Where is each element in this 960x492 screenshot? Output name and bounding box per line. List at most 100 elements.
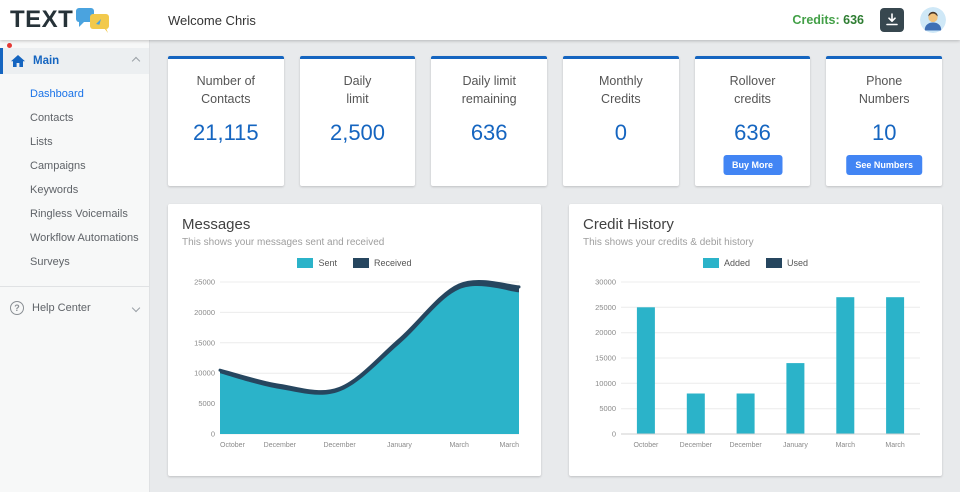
legend-swatch-received: [352, 258, 369, 268]
sidebar-item-keywords[interactable]: Keywords: [30, 184, 79, 196]
stat-title: Phone Numbers: [858, 74, 910, 106]
svg-text:March: March: [449, 442, 469, 449]
stat-value: 10: [871, 120, 897, 145]
svg-text:March: March: [500, 442, 520, 449]
logo-text: TEXT: [10, 6, 74, 33]
messages-legend: Sent Received: [182, 258, 527, 268]
download-icon[interactable]: [880, 8, 904, 32]
credit-history-legend: Added Used: [583, 258, 928, 268]
svg-text:December: December: [680, 442, 713, 449]
messages-panel: Messages This shows your messages sent a…: [168, 204, 541, 476]
sidebar-item-ringless-voicemails[interactable]: Ringless Voicemails: [30, 208, 128, 220]
svg-text:10000: 10000: [194, 369, 215, 378]
stat-value: 636: [734, 120, 771, 145]
svg-text:0: 0: [211, 430, 215, 439]
legend-swatch-added: [702, 258, 719, 268]
legend-swatch-sent: [297, 258, 314, 268]
sidebar: Main Dashboard Contacts Lists Campaigns …: [0, 40, 150, 492]
panels-row: Messages This shows your messages sent a…: [168, 204, 942, 476]
credits-value: 636: [843, 13, 864, 27]
panel-title: Messages: [182, 216, 251, 233]
stat-title: Daily limit remaining: [461, 74, 517, 106]
panel-subtitle: This shows your messages sent and receiv…: [182, 237, 385, 248]
svg-text:5000: 5000: [599, 404, 616, 413]
sidebar-main-label: Main: [33, 55, 60, 67]
svg-text:20000: 20000: [194, 308, 215, 317]
sidebar-divider: [0, 286, 149, 287]
home-icon: [11, 55, 25, 67]
svg-text:December: December: [323, 442, 356, 449]
legend-item-added: Added: [702, 258, 750, 268]
svg-text:25000: 25000: [595, 303, 616, 312]
stat-title: Daily limit: [343, 74, 372, 106]
legend-item-sent: Sent: [297, 258, 337, 268]
svg-text:20000: 20000: [595, 328, 616, 337]
chevron-down-icon: [131, 303, 141, 313]
legend-label: Added: [723, 258, 750, 268]
svg-text:15000: 15000: [194, 338, 215, 347]
stat-value: 2,500: [329, 120, 386, 145]
stat-card-monthly-credits: Monthly Credits 0: [563, 56, 679, 186]
help-center-label: Help Center: [32, 302, 91, 314]
svg-text:25000: 25000: [194, 278, 215, 287]
stat-value: 0: [614, 120, 627, 145]
stat-card-rollover-credits: Rollover credits 636 Buy More: [694, 56, 811, 186]
legend-label: Received: [373, 258, 412, 268]
legend-item-received: Received: [352, 258, 412, 268]
credit-history-panel: Credit History This shows your credits &…: [569, 204, 942, 476]
svg-text:5000: 5000: [198, 399, 215, 408]
welcome-text: Welcome Chris: [168, 12, 256, 28]
svg-text:15000: 15000: [595, 354, 616, 363]
panel-title: Credit History: [583, 216, 674, 233]
credits-label: Credits:: [792, 13, 840, 27]
svg-text:30000: 30000: [595, 278, 616, 287]
svg-text:10000: 10000: [595, 379, 616, 388]
stat-title: Monthly Credits: [598, 74, 643, 106]
see-numbers-button[interactable]: See Numbers: [846, 155, 922, 175]
panel-subtitle: This shows your credits & debit history: [583, 237, 754, 248]
legend-swatch-used: [766, 258, 782, 268]
notification-dot: [7, 43, 12, 48]
topbar-right: Credits: 636: [792, 7, 960, 33]
main-content: Number of Contacts 21,115 Daily limit 2,…: [150, 40, 960, 492]
stat-value: 636: [470, 120, 508, 145]
sidebar-section-help[interactable]: ? Help Center: [0, 295, 149, 321]
stats-row: Number of Contacts 21,115 Daily limit 2,…: [168, 56, 943, 186]
sidebar-item-surveys[interactable]: Surveys: [30, 256, 70, 268]
chevron-up-icon: [131, 56, 141, 66]
topbar: TEXT Welcome Chris Credits: 636: [0, 0, 960, 40]
svg-text:December: December: [729, 442, 762, 449]
svg-text:0: 0: [612, 430, 616, 439]
credit-history-chart: 0 5000 10000 15000 20000 25000 30000 October Dec…: [583, 274, 928, 459]
sidebar-item-workflow-automations[interactable]: Workflow Automations: [30, 232, 139, 244]
svg-text:December: December: [264, 442, 297, 449]
sidebar-item-dashboard[interactable]: Dashboard: [30, 88, 84, 100]
stat-card-phone-numbers: Phone Numbers 10 See Numbers: [826, 56, 943, 186]
sidebar-nav: Dashboard Contacts Lists Campaigns Keywo…: [0, 74, 149, 278]
legend-item-used: Used: [766, 258, 808, 268]
stat-card-daily-limit: Daily limit 2,500: [299, 56, 416, 186]
logo[interactable]: TEXT: [0, 6, 150, 34]
sidebar-item-contacts[interactable]: Contacts: [30, 112, 74, 124]
help-icon: ?: [10, 301, 24, 315]
legend-label: Sent: [318, 258, 337, 268]
avatar[interactable]: [920, 7, 946, 33]
stat-card-daily-limit-remaining: Daily limit remaining 636: [431, 56, 548, 186]
sidebar-section-main[interactable]: Main: [0, 48, 149, 74]
stat-title: Rollover credits: [729, 74, 776, 106]
stat-value: 21,115: [193, 120, 259, 145]
chat-bubbles-icon: [75, 6, 111, 34]
stat-title: Number of Contacts: [196, 74, 256, 106]
svg-text:October: October: [633, 442, 659, 449]
buy-more-button[interactable]: Buy More: [723, 155, 783, 175]
svg-text:October: October: [220, 442, 246, 449]
svg-text:March: March: [836, 442, 856, 449]
sidebar-item-lists[interactable]: Lists: [30, 136, 53, 148]
legend-label: Used: [787, 258, 809, 268]
credits-display: Credits: 636: [792, 13, 864, 27]
messages-chart: 0 5000 10000 15000 20000 25000 October December…: [182, 274, 527, 459]
svg-text:January: January: [783, 442, 808, 449]
svg-text:March: March: [885, 442, 905, 449]
sidebar-item-campaigns[interactable]: Campaigns: [30, 160, 86, 172]
svg-text:January: January: [387, 442, 412, 449]
